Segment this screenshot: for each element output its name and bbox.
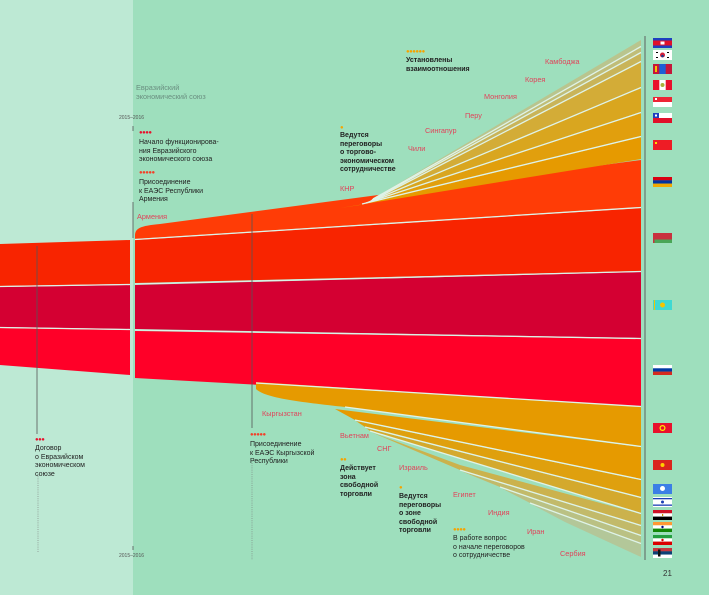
- flag-china-icon: [653, 140, 672, 150]
- event-text: Начало функционирова-ния Евразийского эко…: [139, 139, 219, 163]
- band-egypt: [371, 432, 641, 525]
- flag-chile-icon: [653, 113, 672, 123]
- year-label-top: 2015–2016: [119, 115, 145, 121]
- event-text: Присоединение к ЕАЭС Республики Армения: [139, 179, 204, 203]
- year-label-bottom: 2015–2016: [119, 553, 145, 559]
- band-russia-early: [0, 328, 130, 375]
- country-label-singapore: Сингапур: [425, 126, 457, 135]
- country-label-cis: СНГ: [377, 444, 392, 453]
- flag-singapore-icon: [653, 97, 672, 107]
- flag-south-korea-icon: [653, 50, 672, 60]
- lower-fan: [256, 382, 641, 557]
- flag-israel-icon: [653, 497, 672, 507]
- event-text: Присоединение к ЕАЭС Кыргызской Республики: [250, 441, 315, 465]
- event-text: Договор о Евразийском экономическом союзе: [35, 445, 85, 478]
- flag-kazakhstan-icon: [653, 300, 672, 310]
- flag-peru-icon: [653, 80, 672, 90]
- flag-cis-icon: [653, 484, 672, 494]
- country-label-china: КНР: [340, 184, 355, 193]
- band-cambodia: [373, 40, 641, 199]
- band-belarus: [135, 208, 641, 283]
- flag-belarus-icon: [653, 233, 672, 243]
- band-israel: [366, 428, 641, 513]
- rating-dots: ●: [399, 485, 403, 491]
- rating-dots: ●: [340, 125, 344, 131]
- flag-iran-icon: [653, 535, 672, 545]
- flag-russia-icon: [653, 365, 672, 375]
- rating-dots: ●●●●●: [139, 170, 155, 176]
- band-iran: [501, 488, 641, 543]
- rating-dots: ●●●●●: [250, 432, 266, 438]
- band-kazakhstan: [135, 272, 641, 338]
- timeline-markers: [36, 36, 646, 560]
- band-kazakhstan-early: [0, 285, 130, 329]
- rating-dots: ●●●●: [453, 527, 466, 533]
- flag-india-icon: [653, 522, 672, 532]
- note-text: В работе вопрос о начале переговоров о сот…: [453, 535, 525, 559]
- band-india: [461, 471, 641, 535]
- region-title: Евразийский экономический союз: [136, 83, 206, 101]
- flag-egypt-icon: [653, 510, 672, 520]
- country-label-israel: Израиль: [399, 463, 428, 472]
- country-label-vietnam: Вьетнам: [340, 431, 369, 440]
- country-label-armenia: Армения: [137, 212, 168, 221]
- flag-kyrgyzstan-icon: [653, 423, 672, 433]
- flag-serbia-icon: [653, 548, 672, 558]
- rating-dots: ●●●●: [139, 130, 152, 136]
- flag-mongolia-icon: [653, 64, 672, 74]
- country-label-serbia: Сербия: [560, 549, 586, 558]
- band-kyrgyzstan: [256, 382, 641, 446]
- band-separators: [0, 45, 642, 545]
- country-label-mongolia: Монголия: [484, 92, 517, 101]
- page-number: 21: [663, 569, 672, 578]
- band-russia: [135, 331, 641, 406]
- country-label-india: Индия: [488, 508, 510, 517]
- union-bands: [135, 160, 641, 406]
- note-text: Установлены взаимоотношения: [406, 57, 470, 73]
- band-cis: [356, 421, 641, 497]
- rating-dots: ●●●: [35, 437, 45, 443]
- country-label-korea: Корея: [525, 75, 546, 84]
- country-label-cambodia: Камбоджа: [545, 57, 580, 66]
- flag-vietnam-icon: [653, 460, 672, 470]
- rating-dots: ●●●●●●: [406, 49, 425, 55]
- rating-dots: ●●: [340, 457, 347, 463]
- flag-column: [653, 38, 672, 558]
- band-vietnam: [335, 409, 641, 479]
- country-label-iran: Иран: [527, 527, 545, 536]
- band-serbia: [531, 504, 641, 557]
- country-label-chile: Чили: [408, 144, 426, 153]
- region-title-line1: Евразийский: [136, 83, 180, 92]
- flag-cambodia-icon: [653, 38, 672, 48]
- country-label-kyrgyzstan: Кыргызстан: [262, 409, 302, 418]
- region-title-line2: экономический союз: [136, 92, 206, 101]
- note-text: Ведутся переговоры о зоне свободной торговли: [399, 493, 442, 534]
- country-label-egypt: Египет: [453, 490, 476, 499]
- band-belarus-early: [0, 240, 130, 286]
- pre-union-bands: [0, 240, 130, 375]
- flag-armenia-icon: [653, 177, 672, 187]
- note-text: Ведутся переговоры о торгово-экономическом…: [340, 132, 396, 173]
- country-label-peru: Перу: [465, 111, 482, 120]
- note-text: Действует зона свободной торговли: [340, 465, 379, 498]
